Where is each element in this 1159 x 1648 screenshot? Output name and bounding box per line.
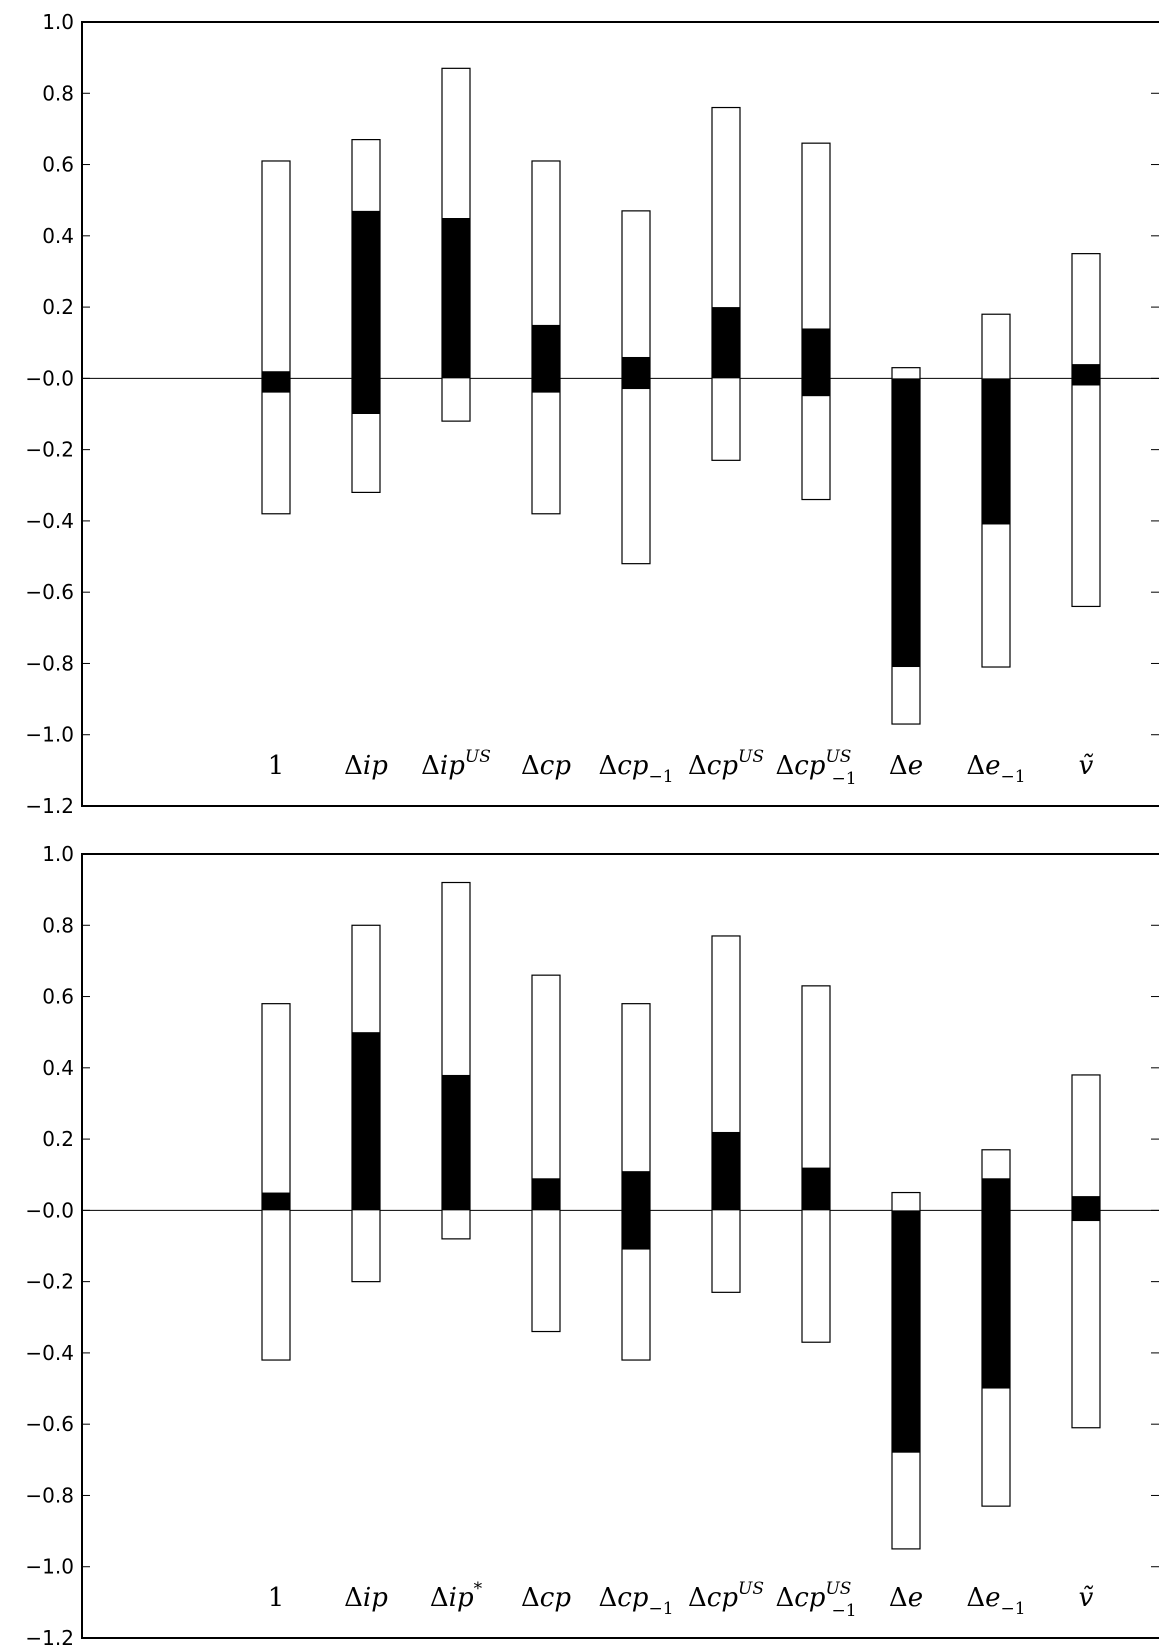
interval-bar-outer xyxy=(711,935,741,1293)
y-tick-label: 0.2 xyxy=(42,1127,74,1151)
category-label: Δip xyxy=(344,751,388,781)
y-tick-label: 0.8 xyxy=(42,913,74,937)
category-label: Δip xyxy=(344,1583,388,1613)
category-label: Δe xyxy=(889,751,923,781)
y-tick-label: 1.0 xyxy=(42,10,74,34)
category-label: 1 xyxy=(268,751,285,781)
plot-frame xyxy=(81,21,1159,807)
interval-bar-outer xyxy=(261,160,291,515)
interval-bar-inner xyxy=(622,1171,650,1250)
interval-bar-inner xyxy=(1072,1196,1100,1222)
interval-bar-outer xyxy=(1071,253,1101,608)
y-tick-label: −0.2 xyxy=(25,438,74,462)
y-tick-label: −0.2 xyxy=(25,1270,74,1294)
y-tick-label: −0.8 xyxy=(25,651,74,675)
y-tick-label: −0.8 xyxy=(25,1483,74,1507)
interval-bar-inner xyxy=(712,1131,740,1211)
category-label: ṽ xyxy=(1079,751,1094,781)
category-label: Δcp−1 xyxy=(598,1583,673,1619)
interval-bar-inner xyxy=(442,218,470,379)
interval-bar-inner xyxy=(352,1032,380,1211)
category-label: ΔcpUS xyxy=(688,747,764,781)
y-tick-label: 1.0 xyxy=(42,842,74,866)
interval-bar-inner xyxy=(982,378,1010,525)
interval-bar-outer xyxy=(801,142,831,501)
interval-bar-inner xyxy=(532,1178,560,1211)
y-tick-label: −0.4 xyxy=(25,509,74,533)
y-tick-label: 0.6 xyxy=(42,153,74,177)
category-label: Δcp−1 xyxy=(598,751,673,787)
category-label: Δcp xyxy=(521,1583,571,1613)
category-label: ΔcpUS −1 xyxy=(775,747,856,789)
interval-bar-inner xyxy=(262,371,290,393)
category-label: Δcp xyxy=(521,751,571,781)
category-label: Δe−1 xyxy=(966,751,1025,787)
interval-bar-inner xyxy=(712,307,740,379)
y-tick-label: −0.4 xyxy=(25,1341,74,1365)
interval-bar-inner xyxy=(442,1074,470,1211)
category-label: Δe−1 xyxy=(966,1583,1025,1619)
y-tick-label: 0.4 xyxy=(42,224,74,248)
y-tick-label: −0.6 xyxy=(25,580,74,604)
interval-bar-inner xyxy=(532,324,560,393)
y-tick-label: 0.8 xyxy=(42,81,74,105)
category-label: Δip* xyxy=(430,1579,483,1613)
interval-bar-outer xyxy=(801,985,831,1343)
category-label: Δe xyxy=(889,1583,923,1613)
y-tick-label: 0.2 xyxy=(42,295,74,319)
y-tick-label: −0.0 xyxy=(25,1198,74,1222)
interval-bar-outer xyxy=(711,106,741,461)
interval-bar-outer xyxy=(261,1003,291,1361)
lower-panel: 1.0 0.8 0.6 0.4 0.2 −0.0 −0.2 −0.4 −0.6 −0.8 −1.0 −… xyxy=(25,842,1159,1648)
y-tick-label: −1.0 xyxy=(25,723,74,747)
interval-bar-outer xyxy=(531,974,561,1333)
y-tick-label: 0.6 xyxy=(42,985,74,1009)
y-tick-label: −1.2 xyxy=(25,794,74,818)
category-label: ṽ xyxy=(1079,1583,1094,1613)
interval-bar-inner xyxy=(262,1192,290,1211)
category-label: ΔipUS xyxy=(421,747,491,781)
interval-bar-inner xyxy=(892,1210,920,1453)
interval-bar-inner xyxy=(802,328,830,397)
y-tick-label: −1.2 xyxy=(25,1626,74,1648)
category-label: ΔcpUS xyxy=(688,1579,764,1613)
y-tick-label: −0.0 xyxy=(25,366,74,390)
interval-bar-inner xyxy=(802,1167,830,1211)
interval-bar-inner xyxy=(352,210,380,414)
interval-bar-inner xyxy=(1072,364,1100,386)
category-label: ΔcpUS −1 xyxy=(775,1579,856,1621)
interval-bar-inner xyxy=(982,1178,1010,1389)
upper-panel: 1.0 0.8 0.6 0.4 0.2 −0.0 −0.2 −0.4 −0.6 −0.8 −1.0 −… xyxy=(25,10,1159,818)
y-tick-label: −0.6 xyxy=(25,1412,74,1436)
y-tick-label: 0.4 xyxy=(42,1056,74,1080)
interval-bar-inner xyxy=(622,356,650,390)
interval-bar-outer xyxy=(1071,1074,1101,1429)
category-label: 1 xyxy=(268,1583,285,1613)
plot-frame xyxy=(81,853,1159,1639)
y-tick-label: −1.0 xyxy=(25,1555,74,1579)
interval-bar-inner xyxy=(892,378,920,668)
